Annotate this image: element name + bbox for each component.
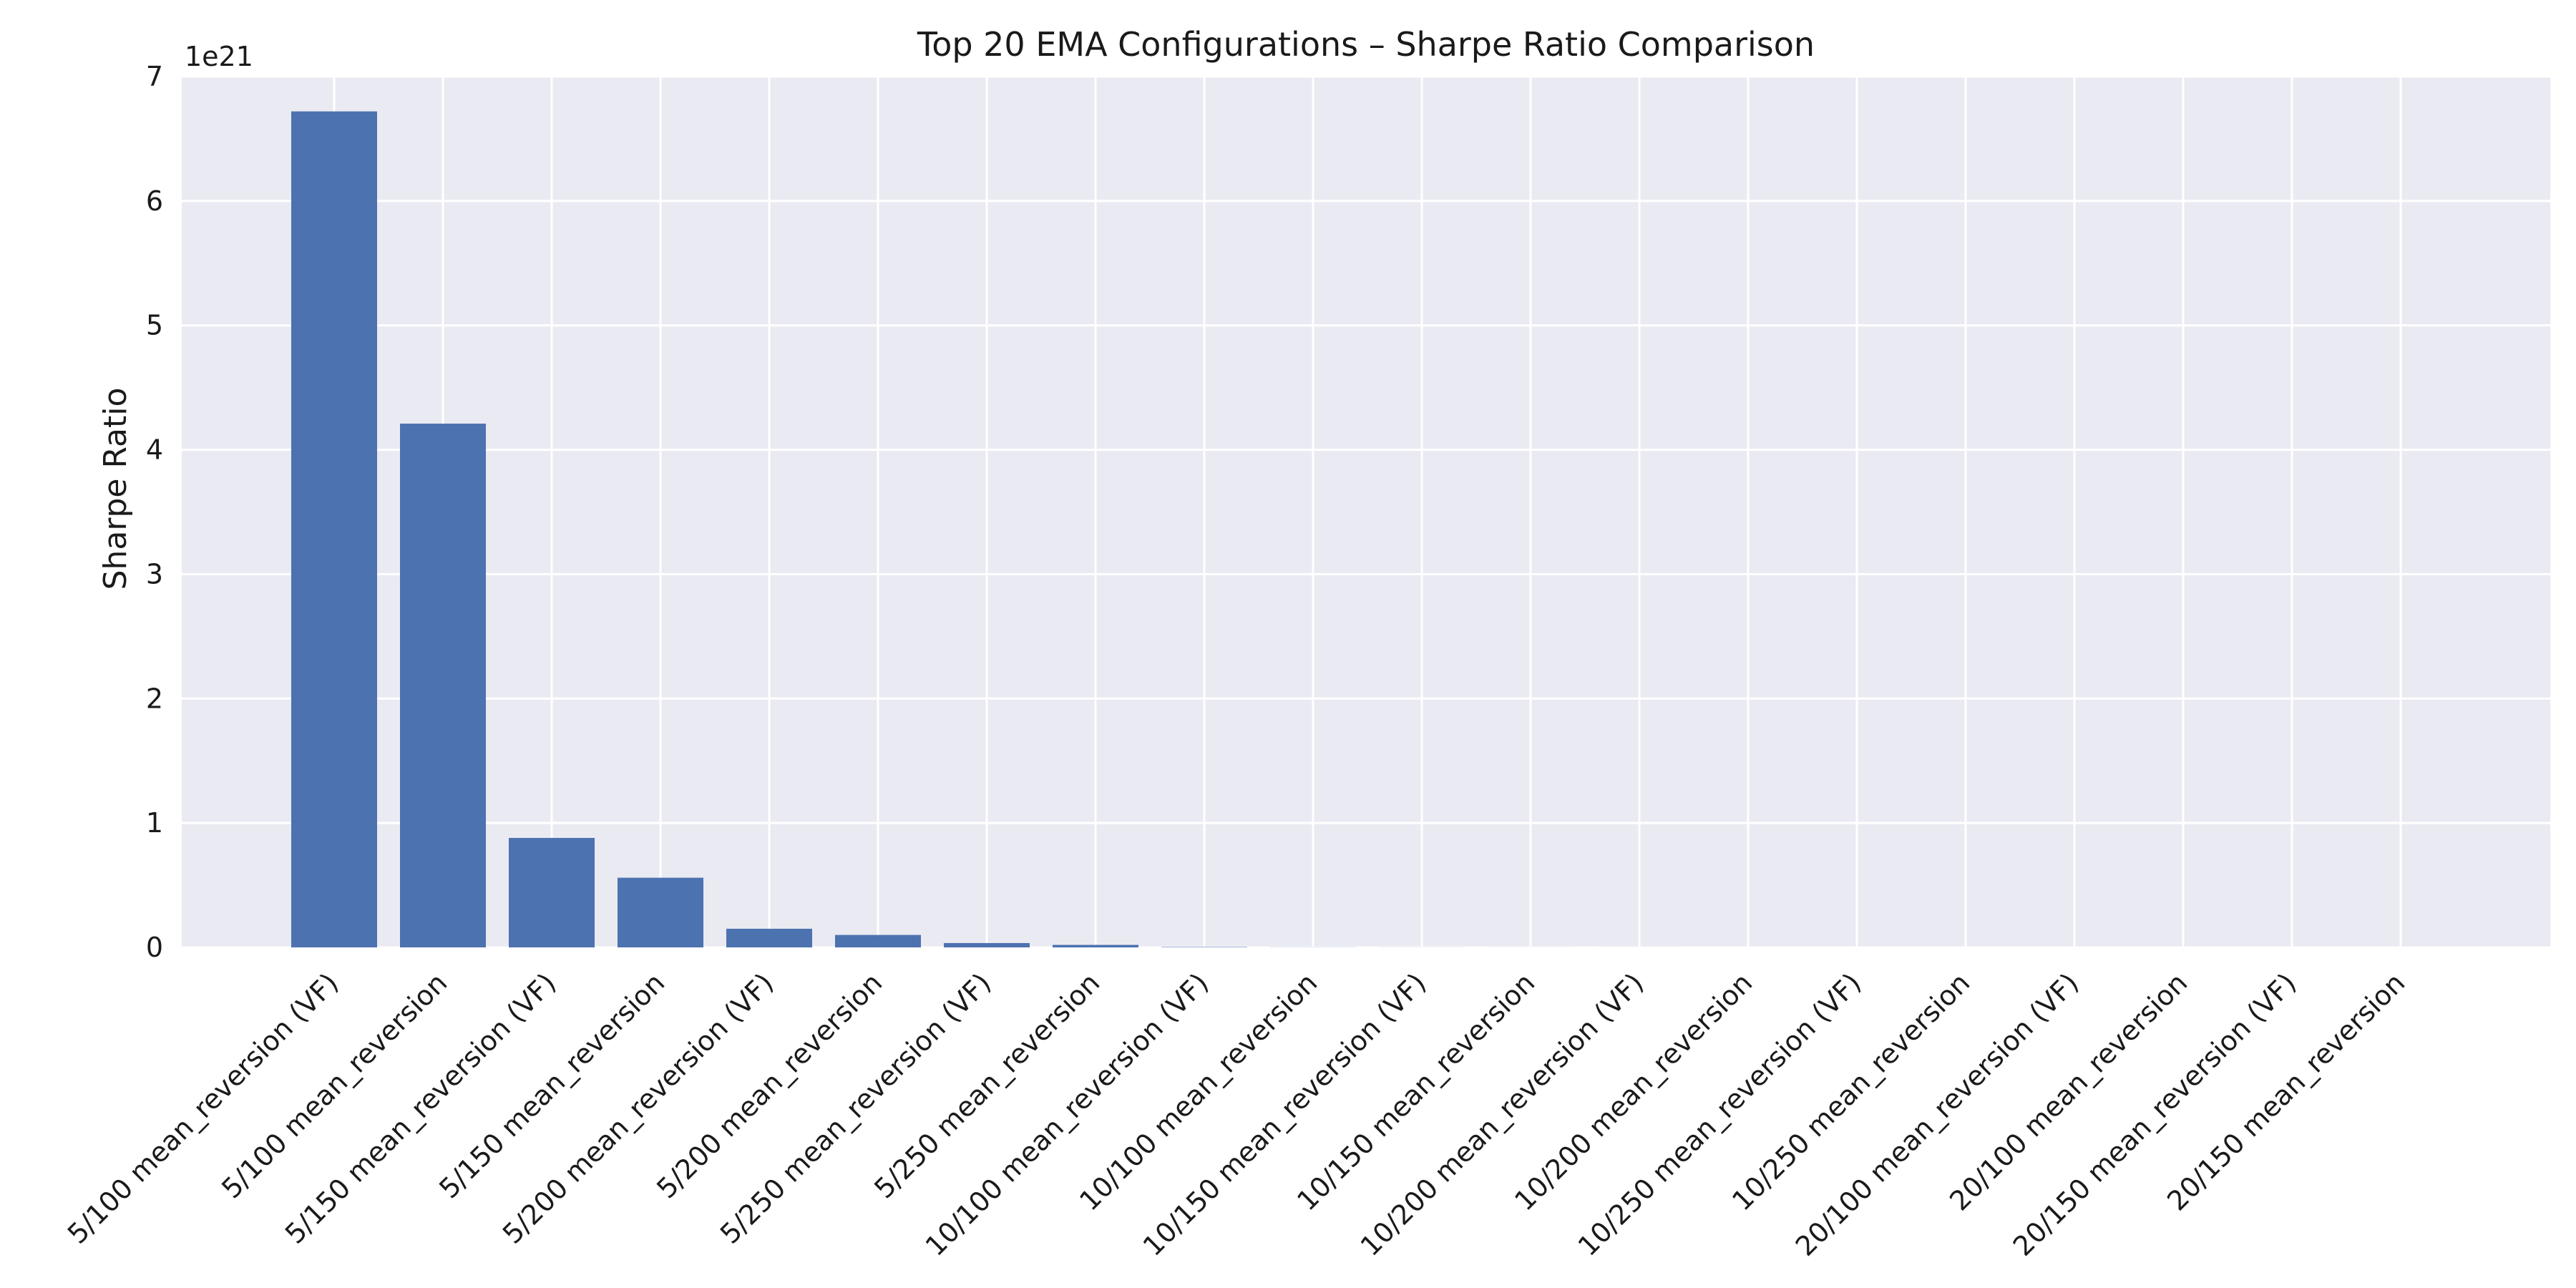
bar <box>509 838 595 947</box>
y-tick-label: 1 <box>146 807 163 839</box>
y-tick-label: 2 <box>146 683 163 714</box>
bar <box>618 877 703 947</box>
bar <box>726 928 812 947</box>
y-tick-label: 6 <box>146 185 163 217</box>
y-tick-label: 3 <box>146 558 163 590</box>
plot-background <box>182 77 2550 947</box>
y-tick-label: 5 <box>146 310 163 341</box>
bar <box>944 942 1030 947</box>
bar <box>835 935 921 947</box>
y-axis-label: Sharpe Ratio <box>97 388 134 590</box>
y-tick-label: 4 <box>146 434 163 466</box>
y-axis-offset-text: 1e21 <box>185 41 253 72</box>
x-tick-label: 5/100 mean_reversion <box>215 967 453 1204</box>
chart-title: Top 20 EMA Configurations – Sharpe Ratio… <box>917 25 1815 64</box>
y-tick-label: 7 <box>146 61 163 92</box>
bar <box>1053 945 1138 947</box>
y-tick-label: 0 <box>146 932 163 963</box>
bar <box>400 424 486 947</box>
bar <box>291 111 377 948</box>
x-tick-label: 5/150 mean_reversion <box>433 967 670 1204</box>
x-tick-label: 5/250 mean_reversion <box>868 967 1106 1204</box>
x-tick-label: 5/200 mean_reversion <box>650 967 888 1204</box>
